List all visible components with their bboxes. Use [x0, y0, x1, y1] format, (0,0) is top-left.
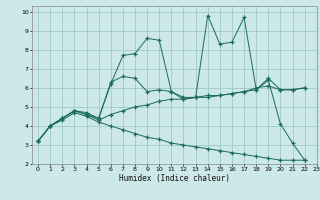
X-axis label: Humidex (Indice chaleur): Humidex (Indice chaleur)	[119, 174, 230, 183]
